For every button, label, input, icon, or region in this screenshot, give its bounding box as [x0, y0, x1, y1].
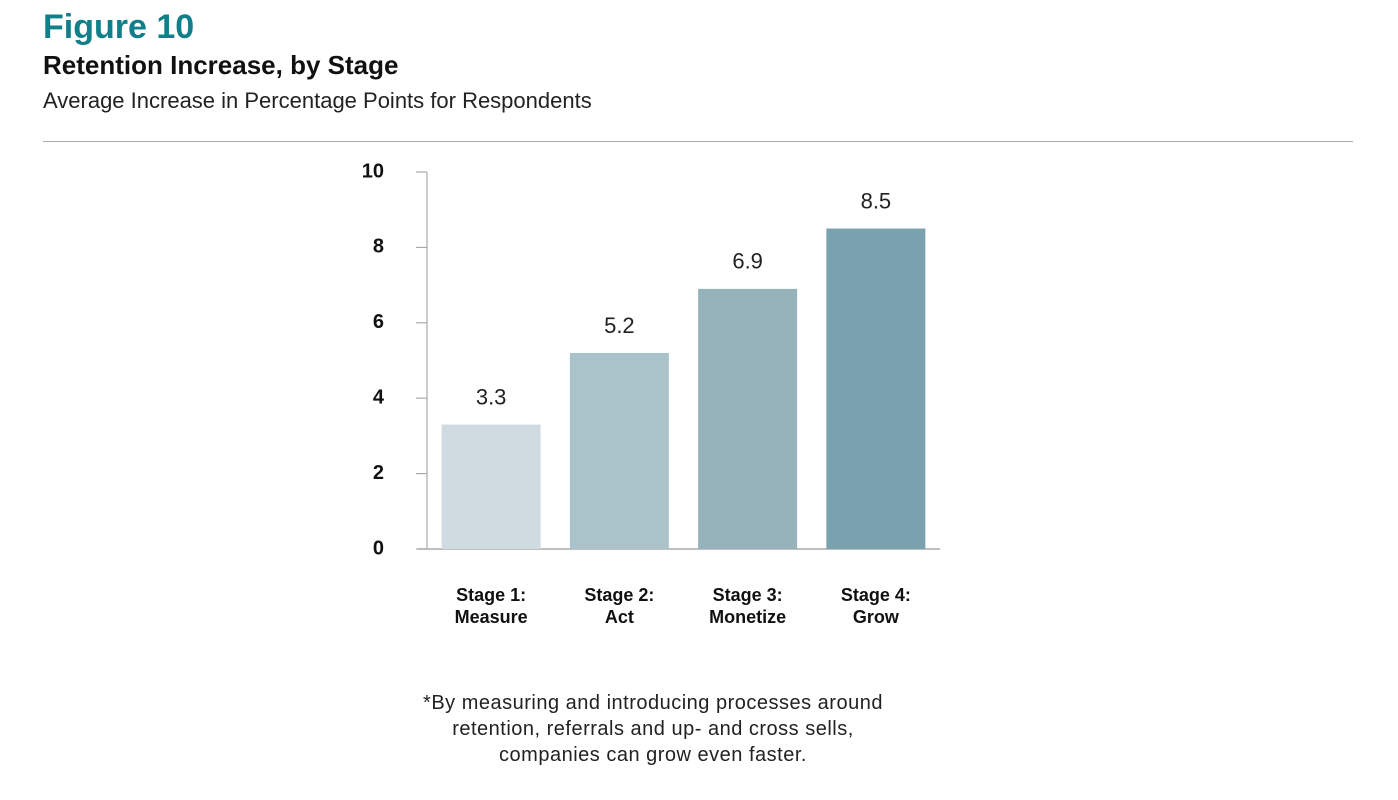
x-tick-label: Stage 1: Measure — [454, 585, 528, 627]
chart-subtitle: Average Increase in Percentage Points fo… — [43, 88, 592, 113]
value-label: 3.3 — [476, 384, 507, 409]
x-tick-label: Stage 3: Monetize — [709, 585, 787, 627]
y-tick-label: 2 — [373, 462, 384, 484]
y-tick-label: 0 — [373, 537, 384, 559]
x-tick-label: Stage 4: Grow — [840, 585, 911, 627]
value-label: 5.2 — [604, 313, 635, 338]
x-tick-label: Stage 2: Act — [584, 585, 655, 627]
bar — [698, 288, 798, 549]
y-tick-label: 4 — [373, 386, 385, 408]
footnote: *By measuring and introducing processes … — [423, 692, 883, 766]
y-tick-label: 10 — [362, 160, 384, 182]
bar — [441, 424, 541, 549]
chart: 0 2 4 6 8 10 3.3 5.2 6.9 8.5 — [362, 160, 940, 559]
bar — [569, 352, 669, 549]
chart-title: Retention Increase, by Stage — [43, 50, 399, 80]
y-tick-label: 8 — [373, 236, 384, 258]
bar — [826, 228, 926, 550]
divider — [43, 141, 1353, 142]
figure-label: Figure 10 — [43, 8, 195, 46]
y-tick-label: 6 — [373, 311, 384, 333]
value-label: 8.5 — [861, 188, 892, 213]
value-label: 6.9 — [732, 249, 763, 274]
